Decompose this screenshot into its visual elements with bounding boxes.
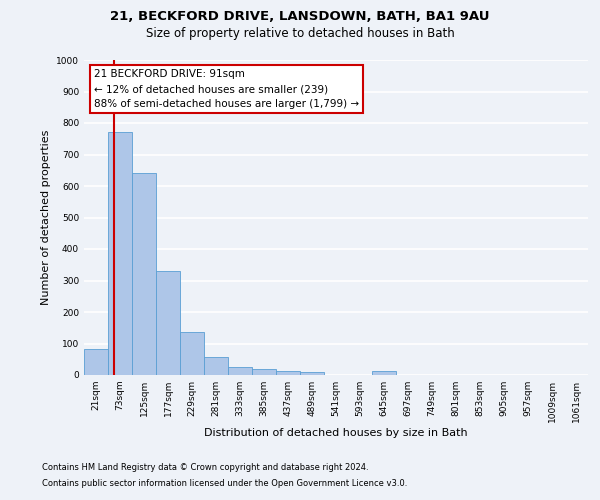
- X-axis label: Distribution of detached houses by size in Bath: Distribution of detached houses by size …: [204, 428, 468, 438]
- Bar: [84, 349, 108, 375]
- Text: Contains public sector information licensed under the Open Government Licence v3: Contains public sector information licen…: [42, 478, 407, 488]
- Text: Size of property relative to detached houses in Bath: Size of property relative to detached ho…: [146, 28, 454, 40]
- Bar: [252, 368, 276, 375]
- Bar: [372, 371, 396, 375]
- Bar: [300, 372, 324, 375]
- Bar: [180, 332, 204, 375]
- Text: Contains HM Land Registry data © Crown copyright and database right 2024.: Contains HM Land Registry data © Crown c…: [42, 464, 368, 472]
- Bar: [204, 356, 228, 375]
- Bar: [132, 174, 156, 375]
- Text: 21 BECKFORD DRIVE: 91sqm
← 12% of detached houses are smaller (239)
88% of semi-: 21 BECKFORD DRIVE: 91sqm ← 12% of detach…: [94, 70, 359, 109]
- Bar: [156, 271, 180, 375]
- Bar: [108, 132, 132, 375]
- Y-axis label: Number of detached properties: Number of detached properties: [41, 130, 50, 305]
- Bar: [276, 371, 300, 375]
- Text: 21, BECKFORD DRIVE, LANSDOWN, BATH, BA1 9AU: 21, BECKFORD DRIVE, LANSDOWN, BATH, BA1 …: [110, 10, 490, 23]
- Bar: [228, 368, 252, 375]
